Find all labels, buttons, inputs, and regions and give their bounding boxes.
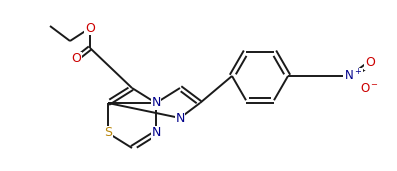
Text: N: N bbox=[151, 127, 161, 140]
Text: N$^+$: N$^+$ bbox=[344, 68, 362, 84]
Text: N: N bbox=[175, 111, 185, 124]
Text: N: N bbox=[151, 96, 161, 109]
Text: O: O bbox=[71, 52, 81, 65]
Text: O: O bbox=[85, 22, 95, 35]
Text: O: O bbox=[365, 56, 375, 69]
Text: O$^-$: O$^-$ bbox=[360, 82, 380, 95]
Text: S: S bbox=[104, 127, 112, 140]
